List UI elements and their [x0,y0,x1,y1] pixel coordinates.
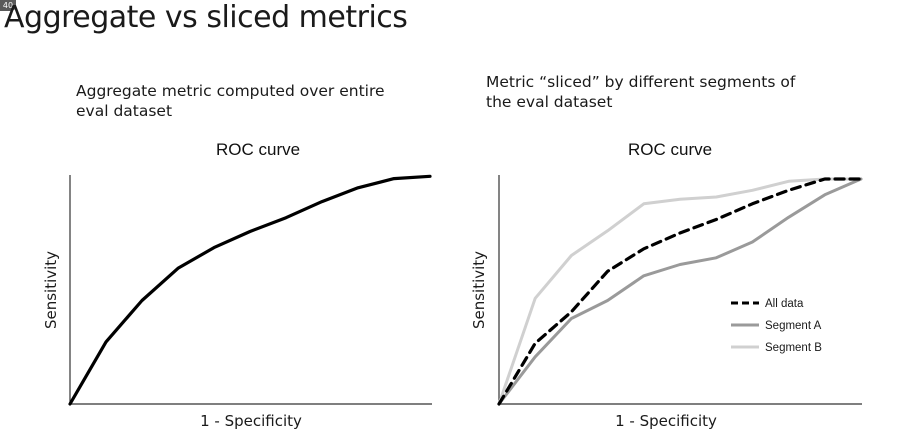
roc-curve-line [68,174,432,406]
left-chart-title: ROC curve [216,140,301,159]
right-chart-title: ROC curve [628,140,713,159]
slide-number-badge: 40 [0,0,16,11]
left-panel-caption: Aggregate metric computed over entire ev… [76,82,385,120]
x-axis-label: 1 - Specificity [200,412,302,430]
y-axis-label: Sensitivity [42,251,60,329]
slide-title: Aggregate vs sliced metrics [4,0,408,35]
series-group [68,174,432,406]
right-panel-caption: Metric “sliced” by different segments of… [486,73,796,111]
